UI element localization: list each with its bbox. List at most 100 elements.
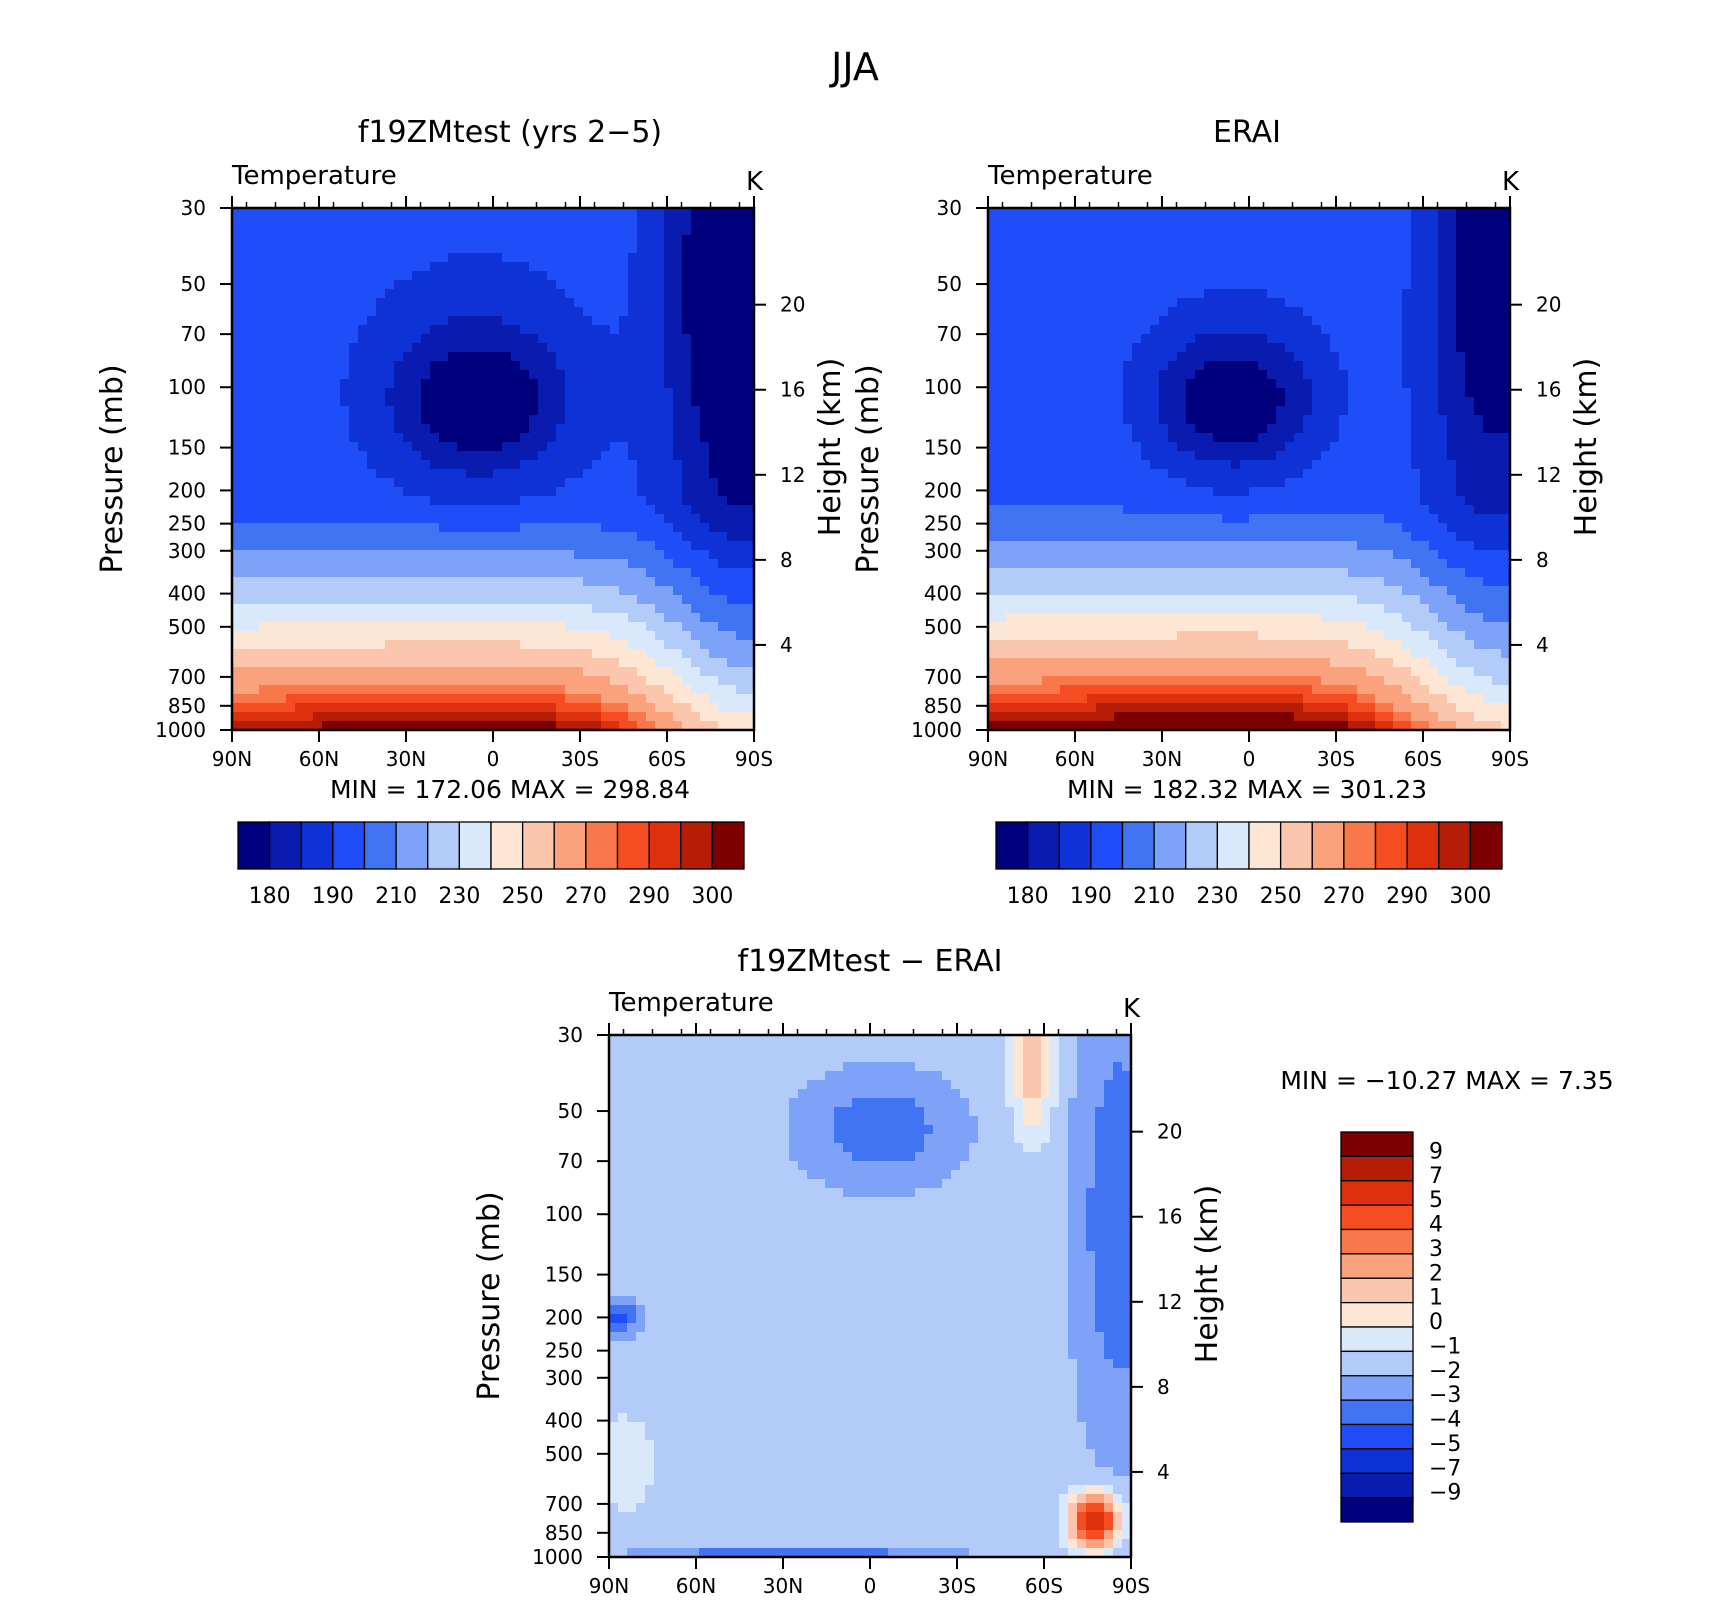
field-cell [682,262,692,272]
field-cell [610,433,620,443]
field-cell [1042,433,1052,443]
field-cell [727,577,737,587]
field-cell [1105,352,1115,362]
field-cell [1024,235,1034,245]
field-cell [322,253,332,263]
field-cell [484,451,494,461]
field-cell [583,424,593,434]
field-cell [682,379,692,389]
field-cell [457,469,467,479]
field-cell [1087,370,1097,380]
field-cell [727,388,737,398]
field-cell [1222,361,1232,371]
field-cell [1141,388,1151,398]
right-tick-label: 20 [780,293,805,317]
field-cell [286,514,296,524]
field-cell [448,631,458,641]
field-cell [655,712,665,722]
field-cell [232,262,242,272]
field-cell [1321,208,1331,218]
field-cell [1051,244,1061,254]
field-cell [1456,379,1466,389]
field-cell [1006,361,1016,371]
field-cell [646,541,656,551]
field-cell [484,253,494,263]
field-cell [1267,217,1277,227]
field-cell [457,595,467,605]
field-cell [511,469,521,479]
field-cell [601,559,611,569]
field-cell [358,424,368,434]
field-cell [277,280,287,290]
field-cell [538,217,548,227]
field-cell [511,649,521,659]
field-cell [394,298,404,308]
field-cell [1429,208,1439,218]
field-cell [439,262,449,272]
field-cell [430,262,440,272]
field-cell [430,352,440,362]
field-cell [439,424,449,434]
field-cell [421,235,431,245]
field-cell [466,649,476,659]
field-cell [646,307,656,317]
field-cell [1195,280,1205,290]
field-cell [241,550,251,560]
field-cell [1150,388,1160,398]
field-cell [1483,280,1493,290]
field-cell [565,244,575,254]
field-cell [277,487,287,497]
field-cell [430,658,440,668]
field-cell [1285,307,1295,317]
field-cell [718,424,728,434]
field-cell [673,280,683,290]
field-cell [1276,334,1286,344]
field-cell [700,514,710,524]
field-cell [1348,388,1358,398]
field-cell [268,613,278,623]
field-cell [232,316,242,326]
field-cell [1213,289,1223,299]
field-cell [583,298,593,308]
field-cell [1402,217,1412,227]
field-cell [421,442,431,452]
field-cell [241,298,251,308]
field-cell [1258,316,1268,326]
field-cell [286,532,296,542]
field-cell [682,523,692,533]
field-cell [700,271,710,281]
field-cell [547,631,557,641]
field-cell [1204,217,1214,227]
field-cell [682,325,692,335]
field-cell [538,568,548,578]
field-cell [358,676,368,686]
field-cell [277,523,287,533]
field-cell [1042,307,1052,317]
field-cell [745,298,755,308]
field-cell [655,388,665,398]
field-cell [367,577,377,587]
field-cell [1024,271,1034,281]
field-cell [1042,289,1052,299]
field-cell [1438,217,1448,227]
field-cell [556,460,566,470]
field-cell [331,640,341,650]
field-cell [1420,235,1430,245]
field-cell [250,343,260,353]
field-cell [358,514,368,524]
field-cell [1033,217,1043,227]
field-cell [727,595,737,605]
field-cell [349,478,359,488]
field-cell [1123,244,1133,254]
field-cell [682,703,692,713]
field-cell [349,514,359,524]
field-cell [592,712,602,722]
field-cell [682,298,692,308]
field-cell [1483,343,1493,353]
field-cell [718,712,728,722]
field-cell [1321,433,1331,443]
field-cell [1483,226,1493,236]
field-cell [619,343,629,353]
field-cell [988,352,998,362]
field-cell [718,586,728,596]
